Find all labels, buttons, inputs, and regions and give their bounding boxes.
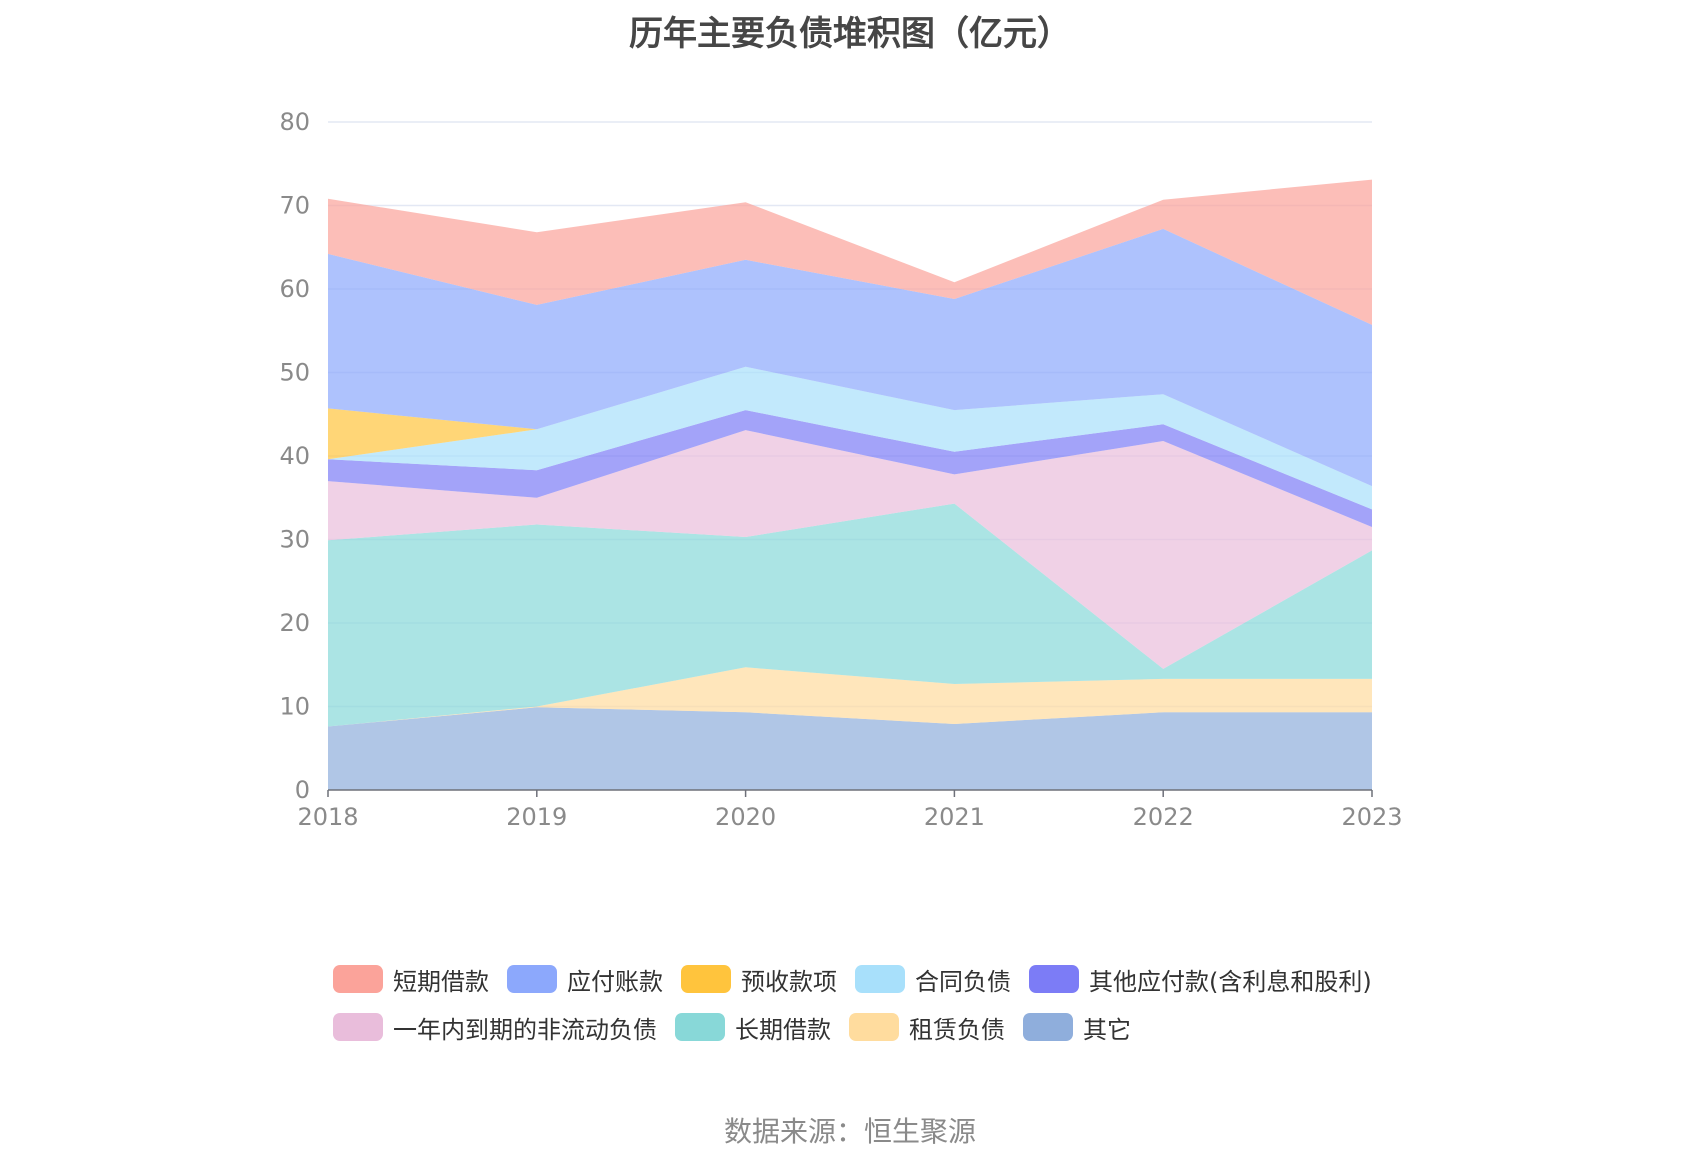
legend-swatch	[333, 1013, 383, 1041]
chart-title: 历年主要负债堆积图（亿元）	[629, 14, 1071, 54]
y-tick-label: 20	[279, 609, 310, 637]
stacked-areas	[328, 179, 1372, 790]
legend-item[interactable]: 应付账款	[507, 962, 663, 997]
legend-label: 其它	[1083, 1015, 1131, 1044]
source-note: 数据来源：恒生聚源	[723, 1115, 976, 1148]
area-series-1	[328, 667, 1372, 727]
x-tick-label: 2019	[506, 803, 567, 831]
legend-label: 短期借款	[393, 967, 489, 996]
legend-swatch	[333, 965, 383, 993]
legend-swatch	[507, 965, 557, 993]
y-tick-label: 70	[279, 192, 310, 220]
y-tick-label: 60	[279, 275, 310, 303]
legend-item[interactable]: 一年内到期的非流动负债	[333, 1010, 657, 1045]
x-tick-label: 2022	[1133, 803, 1194, 831]
legend-row: 短期借款 应付账款 预收款项 合同负债 其他应付款(含利息和股利)	[333, 955, 1433, 1003]
y-tick-label: 0	[295, 776, 310, 804]
y-tick-label: 40	[279, 442, 310, 470]
area-series-2	[328, 503, 1372, 727]
legend-row: 一年内到期的非流动负债 长期借款 租赁负债 其它	[333, 1003, 1433, 1051]
legend-item[interactable]: 租赁负债	[849, 1010, 1005, 1045]
legend-swatch	[1023, 1013, 1073, 1041]
legend-swatch	[849, 1013, 899, 1041]
legend-item[interactable]: 短期借款	[333, 962, 489, 997]
x-tick-label: 2021	[924, 803, 985, 831]
legend-swatch	[1029, 965, 1079, 993]
legend-item[interactable]: 预收款项	[681, 962, 837, 997]
x-tick-label: 2023	[1341, 803, 1402, 831]
y-tick-label: 80	[279, 108, 310, 136]
legend-item[interactable]: 其它	[1023, 1010, 1131, 1045]
area-series-8	[328, 179, 1372, 325]
y-tick-label: 10	[279, 693, 310, 721]
legend-label: 预收款项	[741, 967, 837, 996]
legend-item[interactable]: 其他应付款(含利息和股利)	[1029, 962, 1372, 997]
legend-swatch	[675, 1013, 725, 1041]
legend-item[interactable]: 合同负债	[855, 962, 1011, 997]
legend: 短期借款 应付账款 预收款项 合同负债 其他应付款(含利息和股利) 一年内到期的非流动负…	[333, 955, 1433, 1051]
legend-item[interactable]: 长期借款	[675, 1010, 831, 1045]
x-tick-label: 2018	[297, 803, 358, 831]
y-tick-label: 50	[279, 359, 310, 387]
legend-label: 长期借款	[735, 1015, 831, 1044]
legend-label: 应付账款	[567, 967, 663, 996]
axes: 0 10 20 30 40 50 60 70 80 2018 2019 2020 2021 2022 202…	[279, 108, 1402, 831]
legend-label: 其他应付款(含利息和股利)	[1089, 967, 1372, 996]
legend-label: 一年内到期的非流动负债	[393, 1015, 657, 1044]
legend-swatch	[681, 965, 731, 993]
legend-label: 租赁负债	[909, 1015, 1005, 1044]
x-tick-label: 2020	[715, 803, 776, 831]
y-tick-label: 30	[279, 526, 310, 554]
area-series-7	[328, 228, 1372, 487]
legend-label: 合同负债	[915, 967, 1011, 996]
area-series-3	[328, 430, 1372, 669]
area-series-4	[328, 410, 1372, 527]
area-series-5	[328, 366, 1372, 510]
area-series-0	[328, 707, 1372, 790]
legend-swatch	[855, 965, 905, 993]
